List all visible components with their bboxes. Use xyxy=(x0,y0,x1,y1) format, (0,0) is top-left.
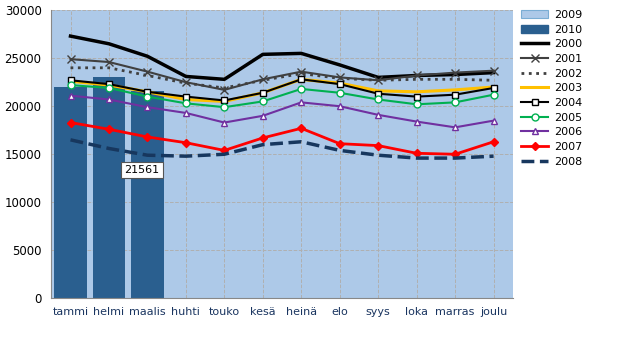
Bar xyxy=(93,77,126,298)
Bar xyxy=(131,91,164,298)
Bar xyxy=(54,87,87,298)
Text: 21561: 21561 xyxy=(124,165,160,175)
Legend: 2009, 2010, 2000, 2001, 2002, 2003, 2004, 2005, 2006, 2007, 2008: 2009, 2010, 2000, 2001, 2002, 2003, 2004… xyxy=(520,10,582,167)
